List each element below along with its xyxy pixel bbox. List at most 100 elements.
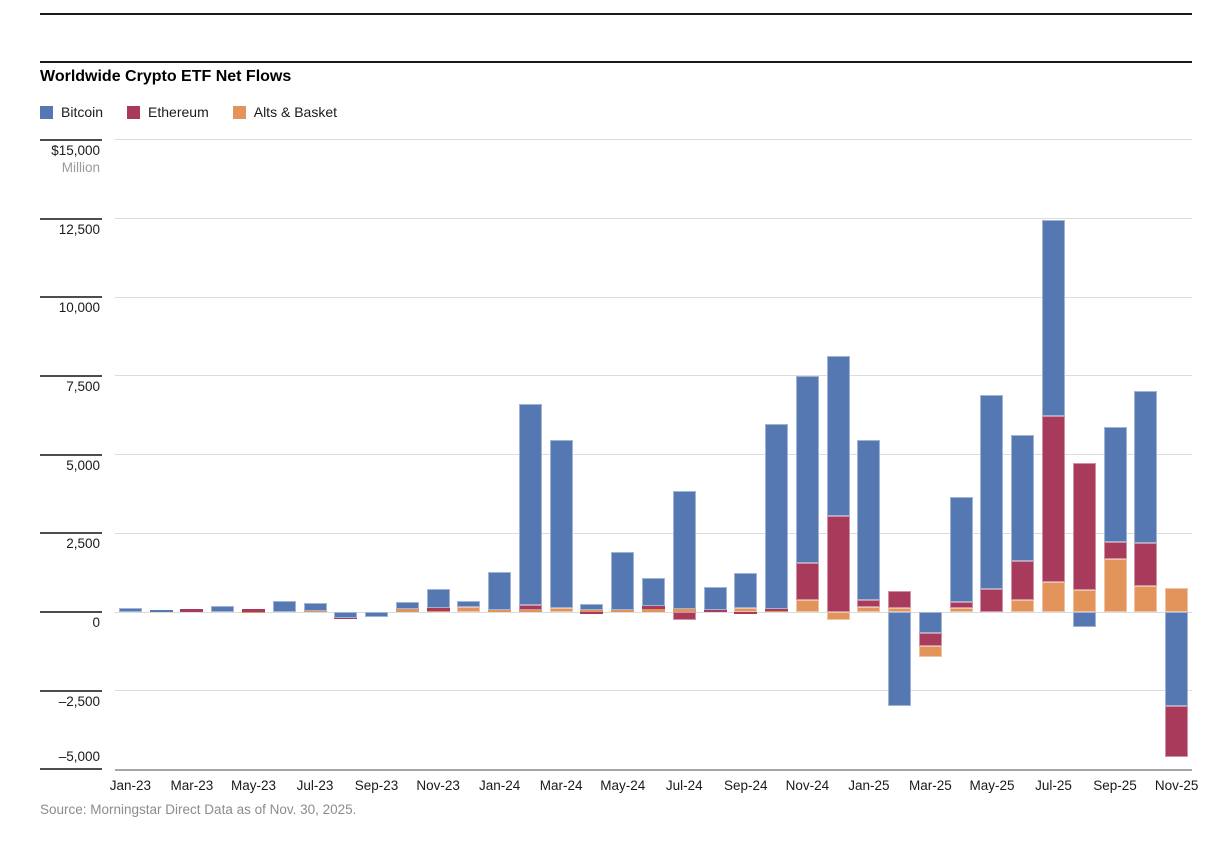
- x-tick-label: Mar-23: [170, 778, 214, 793]
- gridline: [115, 532, 1192, 534]
- y-tick-label: 2,500: [66, 536, 100, 552]
- bar-segment-ethereum-mar-23: [180, 609, 204, 612]
- bar-segment-ethereum-may-23: [241, 609, 265, 612]
- gridline: [115, 375, 1192, 377]
- y-tick-mark: [40, 374, 102, 377]
- bar-segment-alts-basket-sep-24: [734, 607, 758, 612]
- bar-segment-alts-basket-apr-25: [949, 607, 973, 612]
- bar-segment-bitcoin-oct-23: [395, 602, 419, 609]
- bar-segment-ethereum-feb-25: [888, 591, 912, 609]
- legend-item-ethereum: Ethereum: [127, 104, 209, 120]
- bar-segment-ethereum-feb-24: [518, 605, 542, 611]
- bar-segment-ethereum-aug-23: [334, 617, 358, 619]
- x-tick-label: Jan-23: [109, 778, 152, 793]
- bar-segment-bitcoin-apr-24: [580, 604, 604, 610]
- bar-segment-bitcoin-mar-24: [549, 439, 573, 609]
- x-tick-label: Jan-25: [848, 778, 890, 793]
- bar-segment-ethereum-aug-25: [1072, 463, 1096, 590]
- bar-segment-bitcoin-oct-24: [765, 423, 789, 610]
- y-tick-label: 5,000: [66, 457, 100, 473]
- bar-segment-alts-basket-mar-24: [549, 608, 573, 612]
- bar-segment-alts-basket-feb-24: [518, 610, 542, 612]
- bar-segment-alts-basket-aug-25: [1072, 589, 1096, 612]
- bar-segment-ethereum-jun-25: [1011, 561, 1035, 600]
- bar-segment-ethereum-may-25: [980, 588, 1004, 612]
- bar-segment-ethereum-nov-25: [1165, 706, 1189, 757]
- bar-segment-ethereum-sep-24: [734, 612, 758, 614]
- chart-legend: Bitcoin Ethereum Alts & Basket: [40, 104, 337, 120]
- bar-segment-bitcoin-nov-24: [795, 376, 819, 564]
- bar-segment-bitcoin-feb-25: [888, 612, 912, 707]
- bar-segment-bitcoin-aug-24: [703, 587, 727, 611]
- gridline: [115, 690, 1192, 692]
- x-tick-label: Nov-23: [416, 778, 460, 793]
- legend-swatch-icon: [232, 105, 246, 119]
- bar-segment-bitcoin-apr-25: [949, 496, 973, 602]
- bar-segment-alts-basket-mar-25: [918, 645, 942, 658]
- y-tick-label: 7,500: [66, 378, 100, 394]
- bar-segment-alts-basket-jul-25: [1042, 582, 1066, 612]
- bar-segment-bitcoin-feb-24: [518, 403, 542, 606]
- bar-segment-ethereum-jul-25: [1042, 415, 1066, 583]
- x-tick-label: Mar-25: [909, 778, 952, 793]
- bar-segment-bitcoin-aug-23: [334, 612, 358, 618]
- legend-swatch-icon: [40, 105, 53, 119]
- bar-segment-alts-basket-may-24: [611, 610, 635, 612]
- x-tick-label: Jul-25: [1035, 778, 1072, 793]
- bar-segment-alts-basket-feb-25: [888, 608, 912, 612]
- x-tick-label: May-23: [230, 778, 276, 793]
- y-tick-mark: [40, 138, 102, 141]
- bar-segment-alts-basket-jun-24: [642, 609, 665, 612]
- bar-segment-ethereum-nov-23: [426, 607, 450, 611]
- bar-segment-bitcoin-sep-24: [734, 573, 758, 608]
- bar-segment-bitcoin-dec-24: [826, 355, 850, 517]
- x-tick-label: Sep-25: [1093, 778, 1137, 793]
- y-tick-label: 0: [92, 615, 100, 630]
- gridline: [115, 139, 1192, 141]
- bar-segment-bitcoin-dec-23: [457, 600, 481, 607]
- bar-segment-bitcoin-jul-23: [303, 603, 327, 612]
- x-tick-label: Jul-24: [665, 778, 703, 793]
- bar-segment-alts-basket-nov-25: [1165, 588, 1189, 612]
- bar-segment-bitcoin-jun-23: [272, 600, 296, 612]
- bar-segment-alts-basket-jul-23: [303, 611, 327, 613]
- bar-segment-ethereum-oct-24: [765, 609, 789, 612]
- y-tick-mark: [40, 768, 102, 771]
- y-tick-label: –5,000: [58, 749, 100, 765]
- bar-segment-alts-basket-dec-23: [457, 606, 481, 612]
- bar-segment-ethereum-apr-24: [580, 612, 604, 614]
- y-tick-mark: [40, 689, 102, 692]
- y-tick-label: 10,000: [58, 300, 100, 316]
- x-tick-label: Nov-24: [785, 778, 830, 793]
- bar-segment-bitcoin-aug-25: [1072, 612, 1096, 628]
- y-tick-mark: [40, 296, 102, 299]
- bar-segment-ethereum-sep-25: [1103, 541, 1127, 560]
- y-axis-unit-label: Million: [61, 159, 100, 175]
- bar-segment-bitcoin-jul-25: [1042, 220, 1066, 416]
- x-tick-label: Nov-25: [1154, 778, 1199, 793]
- bar-segment-alts-basket-oct-24: [765, 611, 789, 613]
- bar-segment-ethereum-mar-25: [918, 632, 942, 646]
- bar-segment-bitcoin-sep-25: [1103, 426, 1127, 542]
- bar-segment-alts-basket-apr-24: [580, 609, 604, 612]
- legend-label: Ethereum: [148, 104, 209, 120]
- legend-item-alts-basket: Alts & Basket: [232, 104, 337, 120]
- y-tick-label: $15,000: [51, 142, 100, 158]
- bar-segment-ethereum-oct-25: [1134, 542, 1158, 587]
- x-tick-label: Sep-24: [724, 778, 768, 793]
- y-tick-label: 12,500: [58, 221, 100, 237]
- bar-segment-alts-basket-jan-25: [857, 606, 881, 612]
- legend-item-bitcoin: Bitcoin: [40, 104, 103, 120]
- x-tick-label: Jul-23: [296, 778, 334, 793]
- bar-segment-bitcoin-mar-25: [918, 612, 942, 633]
- bar-segment-ethereum-dec-24: [826, 516, 850, 612]
- bar-segment-bitcoin-jul-24: [672, 491, 696, 609]
- y-tick-mark: [40, 611, 102, 613]
- bar-segment-bitcoin-jun-25: [1011, 434, 1035, 562]
- header-rule: [40, 61, 1192, 63]
- gridline: [115, 611, 1192, 613]
- bar-segment-bitcoin-may-24: [611, 551, 635, 611]
- bar-segment-bitcoin-sep-23: [365, 612, 389, 617]
- bar-segment-alts-basket-may-23: [241, 612, 265, 613]
